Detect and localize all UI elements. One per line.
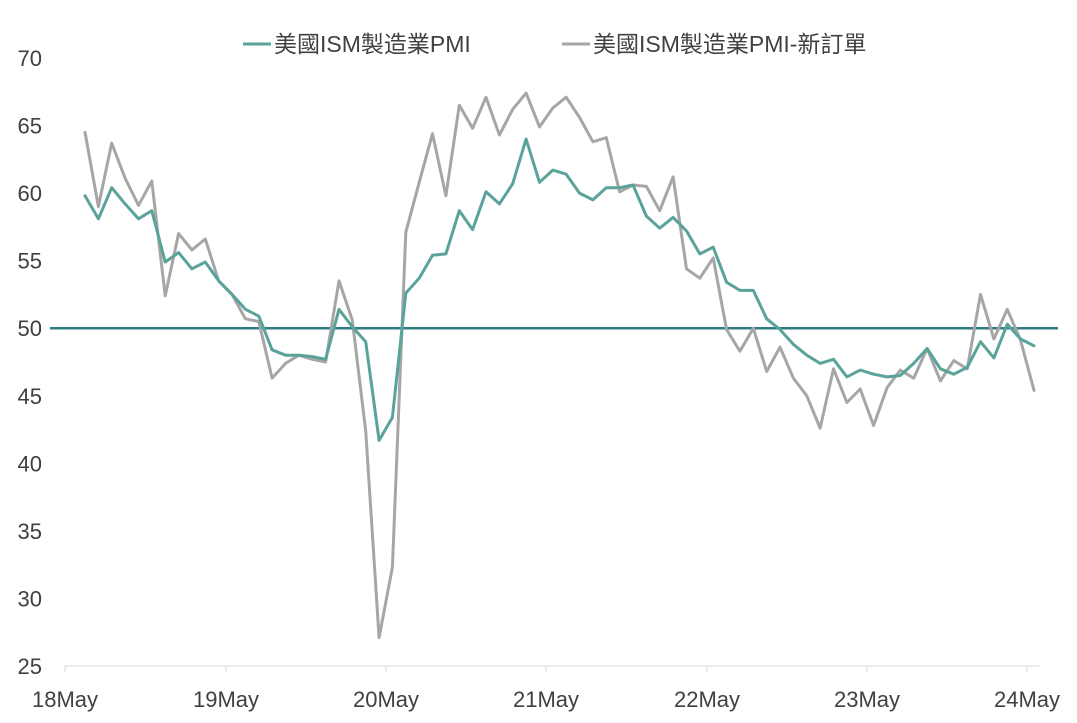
y-tick-label-50: 50 [18, 316, 42, 341]
y-tick-label-70: 70 [18, 46, 42, 71]
y-tick-label-45: 45 [18, 384, 42, 409]
y-tick-label-65: 65 [18, 114, 42, 139]
x-axis: 18May 19May 20May 21May 22May 23May 24May [32, 665, 1060, 712]
legend-label-pmi: 美國ISM製造業PMI [274, 31, 471, 57]
x-tick-label-20May: 20May [353, 687, 419, 712]
legend-label-new-orders: 美國ISM製造業PMI-新訂單 [593, 31, 866, 57]
y-tick-label-35: 35 [18, 519, 42, 544]
y-tick-label-40: 40 [18, 451, 42, 476]
y-tick-label-25: 25 [18, 654, 42, 679]
y-tick-label-30: 30 [18, 586, 42, 611]
series-line-new-orders [83, 91, 1036, 640]
x-tick-label-22May: 22May [674, 687, 740, 712]
y-tick-label-55: 55 [18, 249, 42, 274]
y-axis: 25 30 35 40 45 50 55 60 65 70 [18, 46, 42, 679]
x-tick-label-24May: 24May [994, 687, 1060, 712]
x-tick-label-23May: 23May [834, 687, 900, 712]
x-tick-label-21May: 21May [513, 687, 579, 712]
y-tick-label-60: 60 [18, 181, 42, 206]
legend: 美國ISM製造業PMI 美國ISM製造業PMI-新訂單 [243, 31, 866, 57]
x-tick-label-19May: 19May [193, 687, 259, 712]
series-line-pmi [83, 137, 1036, 442]
x-tick-label-18May: 18May [32, 687, 98, 712]
series-layer [83, 91, 1036, 640]
